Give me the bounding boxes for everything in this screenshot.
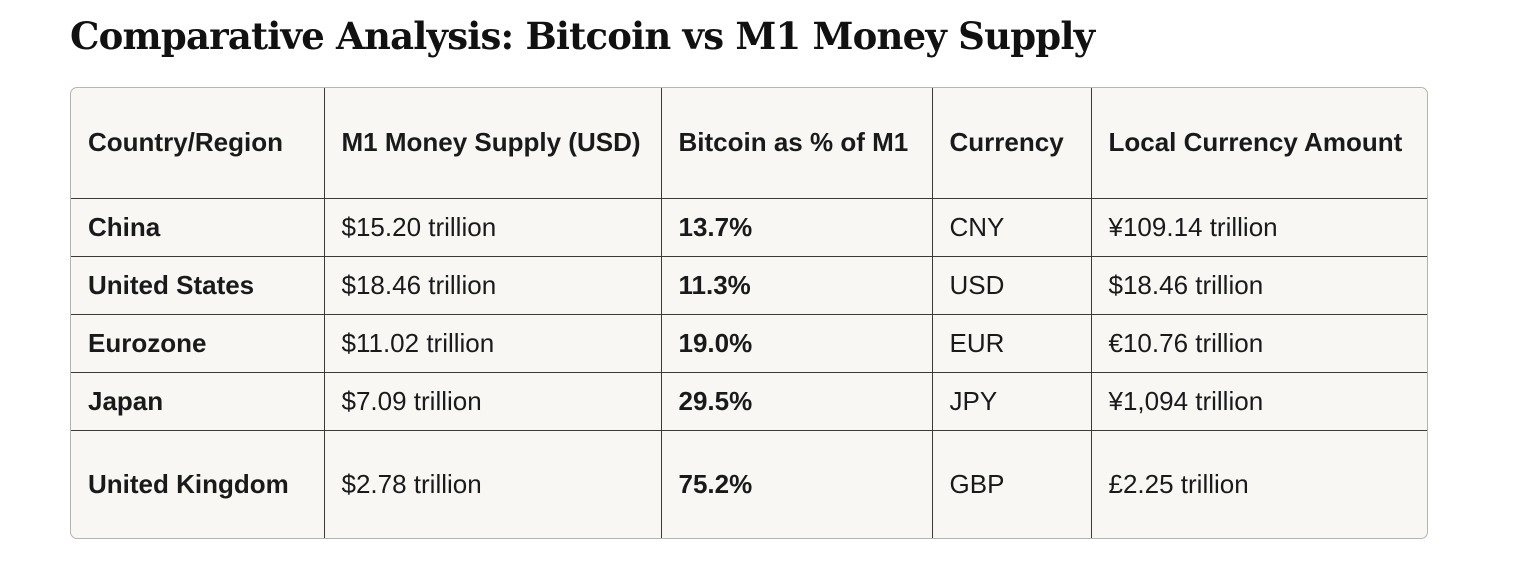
cell-local-amount: $18.46 trillion xyxy=(1090,255,1427,315)
cell-btc-pct: 13.7% xyxy=(660,197,933,257)
cell-currency: JPY xyxy=(931,371,1092,431)
table-row: Eurozone $11.02 trillion 19.0% EUR €10.7… xyxy=(71,313,1427,373)
cell-region: China xyxy=(71,197,325,257)
table-row: Japan $7.09 trillion 29.5% JPY ¥1,094 tr… xyxy=(71,371,1427,431)
cell-btc-pct: 11.3% xyxy=(660,255,933,315)
cell-currency: EUR xyxy=(931,313,1092,373)
table-row: China $15.20 trillion 13.7% CNY ¥109.14 … xyxy=(71,197,1427,257)
cell-region: United Kingdom xyxy=(71,429,325,538)
cell-currency: CNY xyxy=(931,197,1092,257)
column-header-btc-pct: Bitcoin as % of M1 xyxy=(660,88,933,199)
cell-region: Japan xyxy=(71,371,325,431)
cell-m1-usd: $15.20 trillion xyxy=(323,197,662,257)
table-header-row: Country/Region M1 Money Supply (USD) Bit… xyxy=(71,88,1427,199)
cell-m1-usd: $7.09 trillion xyxy=(323,371,662,431)
table-row: United Kingdom $2.78 trillion 75.2% GBP … xyxy=(71,429,1427,538)
cell-currency: GBP xyxy=(931,429,1092,538)
cell-region: United States xyxy=(71,255,325,315)
table-row: United States $18.46 trillion 11.3% USD … xyxy=(71,255,1427,315)
cell-btc-pct: 19.0% xyxy=(660,313,933,373)
cell-btc-pct: 75.2% xyxy=(660,429,933,538)
cell-local-amount: ¥109.14 trillion xyxy=(1090,197,1427,257)
cell-m1-usd: $2.78 trillion xyxy=(323,429,662,538)
cell-m1-usd: $18.46 trillion xyxy=(323,255,662,315)
column-header-m1-usd: M1 Money Supply (USD) xyxy=(323,88,662,199)
page-title: Comparative Analysis: Bitcoin vs M1 Mone… xyxy=(70,14,1095,58)
cell-m1-usd: $11.02 trillion xyxy=(323,313,662,373)
comparison-table: Country/Region M1 Money Supply (USD) Bit… xyxy=(71,88,1427,538)
comparison-table-container: Country/Region M1 Money Supply (USD) Bit… xyxy=(70,87,1428,539)
column-header-currency: Currency xyxy=(931,88,1092,199)
column-header-region: Country/Region xyxy=(71,88,325,199)
cell-currency: USD xyxy=(931,255,1092,315)
cell-btc-pct: 29.5% xyxy=(660,371,933,431)
column-header-local-amount: Local Currency Amount xyxy=(1090,88,1427,199)
cell-region: Eurozone xyxy=(71,313,325,373)
cell-local-amount: ¥1,094 trillion xyxy=(1090,371,1427,431)
cell-local-amount: £2.25 trillion xyxy=(1090,429,1427,538)
cell-local-amount: €10.76 trillion xyxy=(1090,313,1427,373)
